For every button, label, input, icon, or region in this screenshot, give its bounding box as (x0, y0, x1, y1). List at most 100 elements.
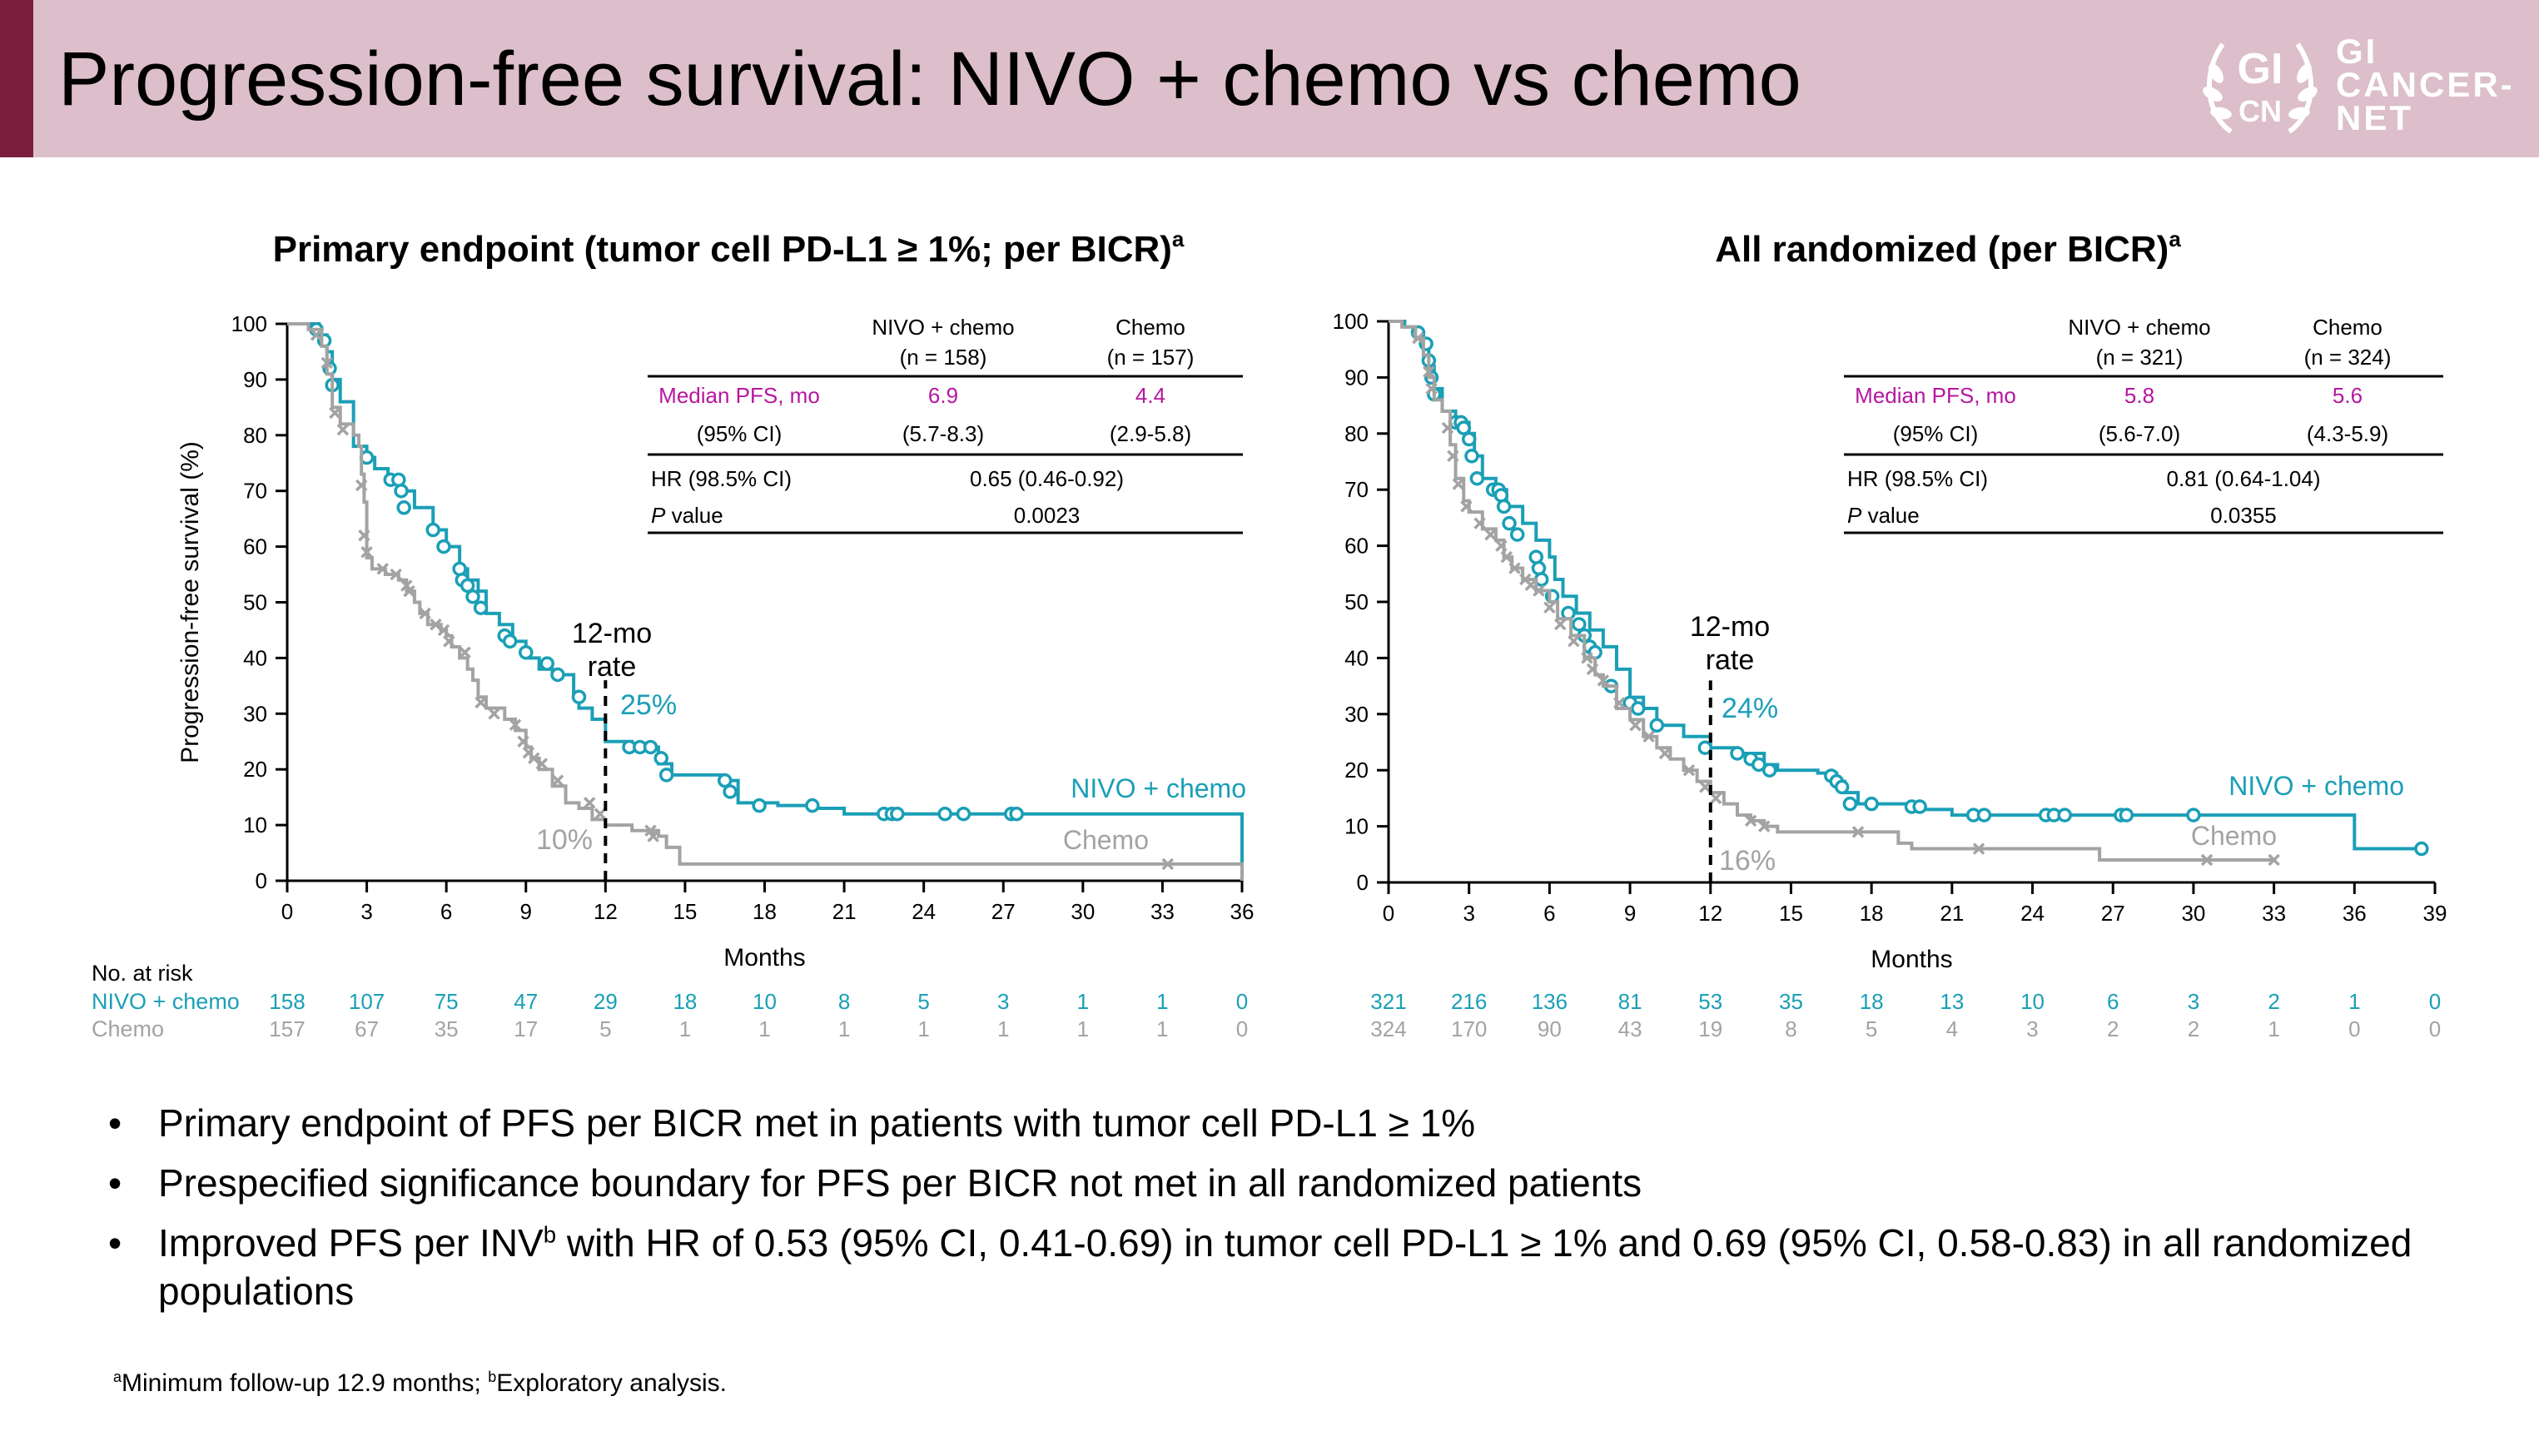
nivo-censor-mark (717, 773, 733, 788)
chemo-at-risk: 19 (1698, 1016, 1722, 1041)
table-col-n: (n = 321) (2096, 345, 2184, 370)
chemo-censor-mark (517, 735, 529, 748)
nivo-censor-mark (1630, 701, 1646, 716)
rate-label-line-2: rate (1706, 644, 1755, 676)
x-tick-label: 3 (1463, 901, 1474, 926)
x-tick-label: 24 (2020, 901, 2045, 926)
chemo-censor-mark (1612, 697, 1626, 709)
table-col-header: Chemo (1115, 315, 1185, 340)
median-pfs-value: 4.4 (1135, 383, 1165, 408)
nivo-censor-mark (396, 500, 411, 515)
nivo-at-risk: 5 (917, 989, 929, 1014)
nivo-at-risk: 1 (1077, 989, 1089, 1014)
nivo-censor-mark (643, 739, 658, 755)
y-tick-label: 50 (243, 590, 267, 615)
chemo-at-risk: 1 (679, 1016, 691, 1041)
chemo-at-risk: 157 (269, 1016, 305, 1041)
y-tick-label: 20 (243, 757, 267, 782)
nivo-censor-mark (473, 600, 489, 615)
ci-label: (95% CI) (1893, 421, 1979, 446)
chart-title: Primary endpoint (tumor cell PD-L1 ≥ 1%;… (273, 226, 1185, 270)
x-tick-label: 39 (2423, 901, 2447, 926)
nivo-censor-mark (1751, 757, 1766, 773)
chemo-censor-mark (320, 356, 334, 370)
chemo-censor-mark (1473, 517, 1486, 529)
chemo-series-label: Chemo (2191, 821, 2277, 851)
chart-title-text: All randomized (per BICR) (1715, 229, 2169, 270)
chemo-censor-mark (1447, 450, 1459, 462)
chemo-at-risk: 43 (1618, 1016, 1642, 1041)
y-tick-label: 90 (243, 367, 267, 392)
x-tick-label: 18 (1860, 901, 1884, 926)
km-panel-2: All randomized (per BICR)a01020304050607… (1333, 226, 2447, 1041)
x-axis-label: Months (1871, 946, 1952, 973)
y-tick-label: 80 (1344, 421, 1369, 446)
logo-mark-bottom: CN (2238, 94, 2282, 128)
hr-label: HR (98.5% CI) (1847, 466, 1988, 491)
chemo-censor-mark (1699, 781, 1712, 793)
chemo-at-risk: 3 (2026, 1016, 2038, 1041)
chemo-censor-mark (443, 635, 455, 648)
nivo-at-risk: 136 (1532, 989, 1568, 1014)
nivo-censor-mark (519, 644, 534, 660)
nivo-at-risk: 0 (2429, 989, 2441, 1014)
chemo-at-risk: 1 (758, 1016, 770, 1041)
y-tick-label: 40 (1344, 645, 1369, 670)
nivo-censor-mark (1456, 420, 1471, 435)
chart-title: All randomized (per BICR)a (1715, 226, 2181, 270)
nivo-censor-mark (571, 689, 587, 704)
chemo-censor-mark (1709, 792, 1722, 805)
nivo-at-risk: 10 (753, 989, 777, 1014)
nivo-at-risk: 1 (2348, 989, 2360, 1014)
pfs-charts: Primary endpoint (tumor cell PD-L1 ≥ 1%;… (92, 226, 2447, 1041)
chemo-censor-mark (583, 797, 596, 809)
nivo-series-label: NIVO + chemo (2228, 771, 2404, 801)
chemo-at-risk: 5 (1866, 1016, 1877, 1041)
chemo-censor-mark (1658, 747, 1672, 760)
nivo-censor-mark (1461, 431, 1477, 447)
nivo-censor-mark (1842, 796, 1858, 812)
x-tick-label: 18 (753, 899, 777, 924)
median-pfs-label: Median PFS, mo (1855, 383, 2016, 408)
ci-value: (5.7-8.3) (902, 421, 984, 446)
chemo-censor-mark (551, 774, 564, 787)
nivo-at-risk: 13 (1940, 989, 1964, 1014)
chemo-censor-mark (1452, 478, 1465, 490)
nivo-censor-mark (2186, 808, 2201, 822)
chemo-censor-mark (1500, 550, 1513, 564)
chemo-censor-mark (1423, 365, 1435, 378)
nivo-at-risk: 3 (2188, 989, 2199, 1014)
nivo-censor-mark (1009, 806, 1024, 822)
y-tick-label: 70 (1344, 477, 1369, 502)
chemo-at-risk: 170 (1451, 1016, 1487, 1041)
nivo-censor-mark (394, 483, 409, 499)
y-tick-label: 30 (243, 701, 267, 726)
chemo-censor-mark (1484, 528, 1497, 541)
y-tick-label: 60 (243, 534, 267, 559)
table-col-header: NIVO + chemo (2068, 315, 2210, 340)
nivo-at-risk: 321 (1370, 989, 1406, 1014)
nivo-censor-mark (805, 798, 820, 813)
nivo-censor-mark (425, 522, 440, 538)
chemo-censor-mark (1161, 857, 1175, 871)
nivo-censor-mark (1469, 470, 1485, 486)
nivo-censor-mark (436, 539, 451, 554)
nivo-censor-mark (550, 667, 565, 683)
nivo-at-risk: 75 (435, 989, 459, 1014)
y-tick-label: 90 (1344, 365, 1369, 390)
logo-line-2: CANCER- (2336, 65, 2515, 104)
nivo-at-risk: 47 (514, 989, 538, 1014)
median-pfs-value: 6.9 (928, 383, 958, 408)
chemo-censor-mark (2200, 853, 2214, 867)
chemo-censor-mark (1554, 618, 1567, 631)
nivo-censor-mark (1730, 746, 1745, 761)
ci-value: (4.3-5.9) (2307, 421, 2388, 446)
x-tick-label: 9 (520, 899, 532, 924)
chemo-censor-mark (528, 752, 540, 765)
chemo-series-label: Chemo (1063, 825, 1149, 855)
nivo-censor-mark (1834, 779, 1850, 795)
chemo-at-risk: 2 (2107, 1016, 2119, 1041)
table-col-n: (n = 324) (2304, 345, 2392, 370)
x-tick-label: 0 (1383, 901, 1394, 926)
x-tick-label: 12 (594, 899, 618, 924)
